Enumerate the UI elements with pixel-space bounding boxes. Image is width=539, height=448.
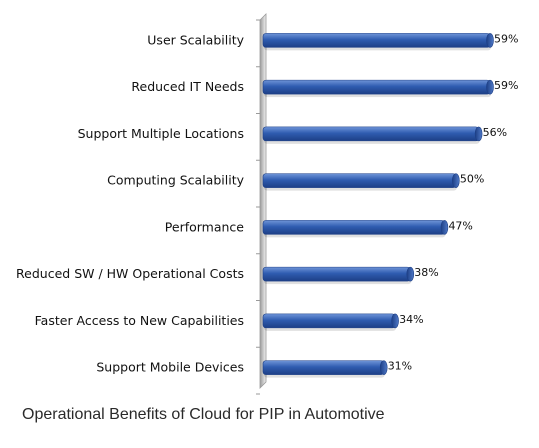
category-label: Performance: [165, 219, 245, 234]
value-label: 34%: [399, 313, 423, 326]
value-label: 31%: [388, 360, 412, 373]
bar: [262, 220, 449, 238]
y-axis: [256, 13, 267, 395]
value-labels: 59% 59% 56% 50% 47% 38% 34% 31%: [388, 32, 519, 372]
bars: [262, 33, 494, 378]
value-label: 59%: [494, 32, 518, 45]
bar: [262, 266, 415, 285]
value-label: 59%: [494, 79, 518, 92]
value-label: 50%: [460, 173, 484, 186]
bar: [262, 79, 494, 98]
category-label: Support Mobile Devices: [96, 360, 244, 375]
bar: [262, 126, 483, 144]
category-label: Support Multiple Locations: [78, 126, 244, 141]
category-label: Faster Access to New Capabilities: [35, 313, 244, 328]
category-label: Computing Scalability: [107, 173, 244, 188]
bar: [262, 173, 460, 191]
category-labels: User Scalability Reduced IT Needs Support …: [16, 32, 245, 374]
category-label: Reduced SW / HW Operational Costs: [16, 266, 244, 281]
chart-title: Operational Benefits of Cloud for PIP in…: [22, 406, 385, 423]
bar: [262, 360, 388, 378]
axis-wall: [259, 13, 267, 389]
bar: [262, 33, 494, 51]
value-label: 38%: [414, 266, 438, 279]
value-label: 56%: [483, 126, 507, 139]
value-label: 47%: [448, 219, 472, 232]
category-label: Reduced IT Needs: [131, 79, 244, 94]
bar: [262, 313, 399, 331]
category-label: User Scalability: [147, 32, 244, 47]
